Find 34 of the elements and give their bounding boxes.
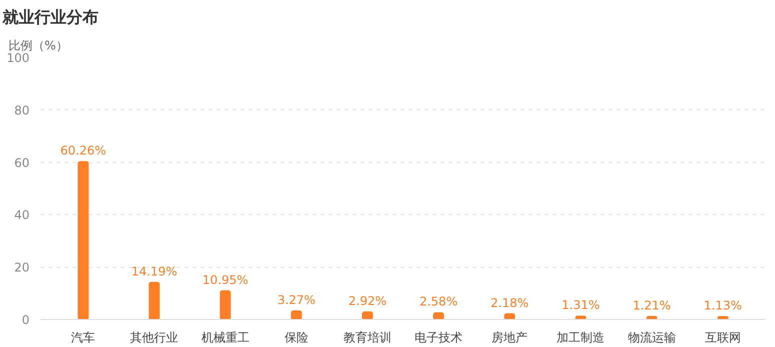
y-tick-label: 100: [6, 51, 30, 65]
x-tick-label: 机械重工: [201, 330, 250, 344]
x-tick-label: 保险: [284, 330, 308, 344]
y-axis-title: 比例（%）: [8, 38, 68, 52]
x-tick-label: 汽车: [71, 330, 96, 344]
data-label: 60.26%: [60, 144, 106, 158]
x-tick-label: 教育培训: [343, 330, 392, 344]
data-label: 3.27%: [277, 292, 316, 307]
y-tick-label: 40: [14, 208, 30, 222]
bar: [220, 290, 231, 320]
data-label: 1.13%: [704, 298, 742, 313]
x-tick-label: 物流运输: [628, 330, 676, 344]
bar: [433, 312, 444, 320]
y-tick-label: 20: [14, 260, 30, 275]
x-tick-label: 电子技术: [414, 330, 463, 344]
x-tick-label: 其他行业: [130, 330, 178, 344]
data-label: 2.58%: [419, 294, 458, 309]
bar: [148, 282, 160, 320]
x-tick-label: 互联网: [704, 330, 741, 344]
bar: [362, 311, 373, 320]
data-label: 2.18%: [490, 296, 529, 310]
data-label: 2.92%: [348, 294, 387, 308]
x-tick-label: 加工制造: [556, 330, 605, 344]
data-label: 1.21%: [632, 298, 671, 312]
data-label: 14.19%: [131, 264, 178, 278]
x-tick-label: 房地产: [492, 330, 528, 344]
data-label: 10.95%: [202, 272, 248, 287]
data-label: 1.31%: [562, 298, 600, 312]
chart-title: 就业行业分布: [2, 8, 98, 26]
y-tick-label: 0: [22, 313, 30, 327]
y-tick-label: 60: [14, 156, 30, 170]
bar: [290, 310, 302, 320]
bar: [78, 161, 89, 320]
y-tick-label: 80: [14, 103, 30, 118]
